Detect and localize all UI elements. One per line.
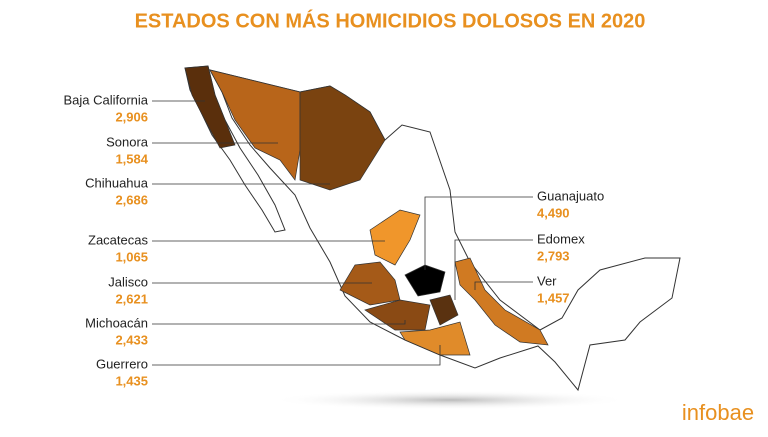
state-value: 1,584 [115, 151, 148, 166]
state-name: Chihuahua [85, 175, 149, 190]
leader-line [152, 320, 406, 325]
state [399, 321, 471, 356]
state [454, 257, 549, 346]
state-name: Jalisco [108, 274, 148, 289]
state-value: 2,793 [537, 248, 570, 263]
state [339, 261, 401, 306]
state [364, 299, 431, 331]
shadow [270, 390, 630, 410]
state-value: 2,906 [115, 109, 148, 124]
leader-line [474, 281, 533, 290]
leader-line [152, 345, 441, 366]
state-value: 4,490 [537, 205, 570, 220]
leader-line [424, 196, 533, 270]
state [404, 264, 446, 297]
state-name: Guerrero [96, 356, 148, 371]
title: ESTADOS CON MÁS HOMICIDIOS DOLOSOS EN 20… [135, 9, 646, 32]
state [299, 85, 386, 191]
state-value: 2,686 [115, 192, 148, 207]
state [369, 209, 421, 266]
state-value: 2,621 [115, 291, 148, 306]
leader-line [454, 239, 533, 300]
state-name: Ver [537, 273, 557, 288]
state-name: Michoacán [85, 315, 148, 330]
state-name: Baja California [63, 92, 148, 107]
state [184, 65, 236, 149]
state-name: Guanajuato [537, 188, 604, 203]
state-name: Sonora [106, 134, 149, 149]
state-name: Edomex [537, 231, 585, 246]
state [429, 294, 459, 326]
state-value: 2,433 [115, 332, 148, 347]
state-value: 1,457 [537, 290, 570, 305]
state-value: 1,065 [115, 249, 148, 264]
state-value: 1,435 [115, 373, 148, 388]
state-name: Zacatecas [88, 232, 148, 247]
logo: infobae [682, 400, 754, 425]
